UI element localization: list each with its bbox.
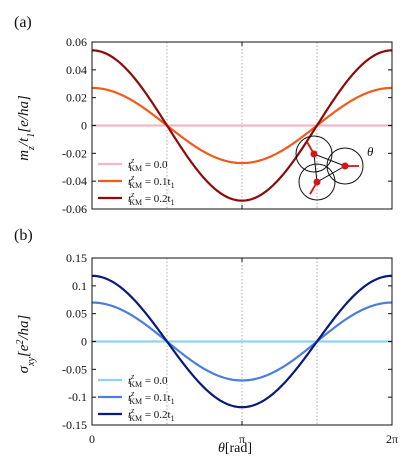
x-axis-label: θ[rad] xyxy=(218,441,252,456)
y-tick-label-a-4: -0.02 xyxy=(62,146,87,160)
ylabel-b-sub: xy xyxy=(26,357,37,367)
x-tick-label-0: 0 xyxy=(89,432,95,446)
ylabel-b-sigma: σ xyxy=(16,365,32,373)
legend-label-a-0: tz KM = 0.0 xyxy=(128,156,168,173)
inset-site-1 xyxy=(341,162,349,170)
ylabel-b-open: [e xyxy=(16,344,32,357)
panel-b-ylabel: σxy[e2/ha] xyxy=(15,314,37,373)
inset-circle-1 xyxy=(326,147,364,185)
y-tick-label-b-5: -0.1 xyxy=(68,390,87,404)
legend-label-a-1: tz KM = 0.1t1 xyxy=(128,173,175,190)
legend-label-b-1: tz KM = 0.1t1 xyxy=(128,389,175,406)
y-tick-label-b-2: 0.05 xyxy=(66,307,87,321)
legend-label-b-2: tz KM = 0.2t1 xyxy=(128,406,175,423)
x-tick-label-1: π xyxy=(239,432,245,446)
panel-a-label: (a) xyxy=(14,14,32,31)
y-tick-label-a-5: -0.04 xyxy=(62,174,87,188)
inset-triangle xyxy=(313,153,347,183)
ylabel-a-t: /t xyxy=(16,137,32,147)
inset-site-2 xyxy=(313,178,321,186)
xlabel-theta: θ xyxy=(218,441,225,456)
ylabel-b-sup: 2 xyxy=(15,340,26,345)
inset-theta-label: θ xyxy=(367,144,374,159)
y-tick-label-b-4: -0.05 xyxy=(62,362,87,376)
panel-b-label: (b) xyxy=(14,227,33,244)
ylabel-a-unit: [e/ha] xyxy=(16,95,32,133)
legend-label-b-0: tz KM = 0.0 xyxy=(128,372,168,389)
y-tick-label-b-0: 0.15 xyxy=(66,251,87,265)
ylabel-b-close: /ha] xyxy=(16,314,32,340)
y-tick-label-a-1: 0.04 xyxy=(66,63,87,77)
y-tick-label-a-2: 0.02 xyxy=(66,91,87,105)
y-tick-label-b-1: 0.1 xyxy=(72,279,87,293)
series-line-b-2 xyxy=(91,274,393,409)
y-tick-label-a-0: 0.06 xyxy=(66,35,87,49)
y-tick-label-b-6: -0.15 xyxy=(62,418,87,432)
ylabel-a-m: m xyxy=(16,150,32,161)
svg-text:mz/t1[e/ha]: mz/t1[e/ha] xyxy=(16,95,37,161)
y-tick-label-b-3: 0 xyxy=(81,335,87,349)
ylabel-a-sub2: 1 xyxy=(26,133,37,138)
xlabel-unit: [rad] xyxy=(225,441,252,456)
svg-text:σxy[e2/ha]: σxy[e2/ha] xyxy=(15,314,37,373)
y-tick-label-a-6: -0.06 xyxy=(62,202,87,216)
panel-a-ylabel: mz/t1[e/ha] xyxy=(16,95,37,161)
ylabel-a-sub: z xyxy=(26,146,37,151)
series-line-a-1 xyxy=(91,86,393,165)
inset-diagram: θ xyxy=(295,135,374,201)
legend-label-a-2: tz KM = 0.2t1 xyxy=(128,190,175,207)
y-tick-label-a-3: 0 xyxy=(81,119,87,133)
series-line-b-1 xyxy=(91,301,393,382)
inset-site-0 xyxy=(310,150,318,158)
inset-circle-2 xyxy=(298,163,336,201)
x-tick-label-2: 2π xyxy=(386,432,398,446)
series-line-a-2 xyxy=(91,49,393,202)
